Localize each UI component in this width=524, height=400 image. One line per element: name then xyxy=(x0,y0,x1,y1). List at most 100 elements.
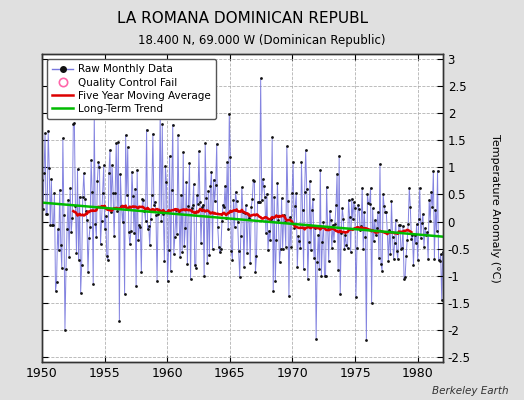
Point xyxy=(249,177,257,183)
Point xyxy=(308,207,316,213)
Point xyxy=(247,204,255,210)
Point xyxy=(85,235,93,242)
Text: 18.400 N, 69.000 W (Dominican Republic): 18.400 N, 69.000 W (Dominican Republic) xyxy=(138,34,386,47)
Point xyxy=(317,273,325,279)
Point xyxy=(276,246,285,252)
Point xyxy=(330,237,338,244)
Point xyxy=(94,159,103,166)
Point xyxy=(256,75,265,82)
Point xyxy=(310,255,318,261)
Point xyxy=(362,337,370,344)
Point xyxy=(89,281,97,288)
Point xyxy=(307,247,315,254)
Point xyxy=(77,290,85,296)
Point xyxy=(41,130,49,136)
Point xyxy=(384,258,392,264)
Point xyxy=(170,251,178,257)
Point xyxy=(40,170,48,176)
Point xyxy=(213,140,221,147)
Point xyxy=(395,222,403,228)
Point xyxy=(49,222,58,228)
Point xyxy=(379,191,387,198)
Point xyxy=(154,210,162,217)
Point xyxy=(356,227,364,234)
Point xyxy=(315,266,323,273)
Point xyxy=(287,244,295,251)
Point xyxy=(257,197,266,203)
Point xyxy=(244,211,252,218)
Point xyxy=(329,222,337,228)
Point xyxy=(235,248,243,255)
Point xyxy=(364,200,373,206)
Point xyxy=(273,180,281,186)
Point xyxy=(122,132,130,138)
Point xyxy=(397,246,405,252)
Point xyxy=(113,207,122,214)
Point xyxy=(414,216,423,222)
Point xyxy=(130,230,138,236)
Point xyxy=(346,249,355,255)
Point xyxy=(304,239,313,246)
Point xyxy=(206,183,215,189)
Point xyxy=(391,216,400,223)
Point xyxy=(255,199,264,205)
Point xyxy=(325,208,334,214)
Point xyxy=(288,190,296,196)
Point xyxy=(133,167,141,173)
Point xyxy=(114,139,123,145)
Point xyxy=(316,166,324,173)
Point xyxy=(73,166,82,172)
Point xyxy=(403,237,411,244)
Point xyxy=(280,218,289,225)
Point xyxy=(112,140,121,146)
Point xyxy=(302,186,311,192)
Point xyxy=(378,267,386,274)
Point xyxy=(69,121,78,128)
Y-axis label: Temperature Anomaly (°C): Temperature Anomaly (°C) xyxy=(490,134,500,282)
Point xyxy=(226,154,235,160)
Point xyxy=(80,170,88,177)
Point xyxy=(400,276,408,282)
Point xyxy=(412,221,421,228)
Point xyxy=(178,248,187,255)
Point xyxy=(163,278,172,284)
Point xyxy=(275,259,283,265)
Point xyxy=(176,254,184,260)
Point xyxy=(252,252,260,259)
Point xyxy=(267,216,275,222)
Point xyxy=(232,189,240,195)
Point xyxy=(375,254,383,261)
Point xyxy=(436,251,445,258)
Point xyxy=(51,287,60,294)
Point xyxy=(200,272,209,279)
Point xyxy=(124,144,132,150)
Legend: Raw Monthly Data, Quality Control Fail, Five Year Moving Average, Long-Term Tren: Raw Monthly Data, Quality Control Fail, … xyxy=(47,59,216,119)
Point xyxy=(432,228,441,234)
Point xyxy=(270,194,278,200)
Point xyxy=(342,242,351,248)
Point xyxy=(265,227,273,234)
Point xyxy=(138,196,147,202)
Point xyxy=(72,250,81,256)
Point xyxy=(385,226,394,233)
Point xyxy=(344,197,353,203)
Point xyxy=(345,214,354,220)
Point xyxy=(367,299,376,306)
Point xyxy=(166,153,174,160)
Point xyxy=(381,208,389,215)
Point xyxy=(348,216,357,222)
Point xyxy=(387,198,396,204)
Point xyxy=(374,209,382,215)
Point xyxy=(430,256,439,262)
Point xyxy=(301,147,310,153)
Point xyxy=(74,257,83,263)
Point xyxy=(67,229,75,235)
Point xyxy=(193,192,201,198)
Point xyxy=(309,195,317,202)
Point xyxy=(64,197,72,203)
Point xyxy=(413,257,422,263)
Point xyxy=(431,207,440,213)
Point xyxy=(429,168,438,174)
Point xyxy=(292,190,300,196)
Point xyxy=(204,188,213,194)
